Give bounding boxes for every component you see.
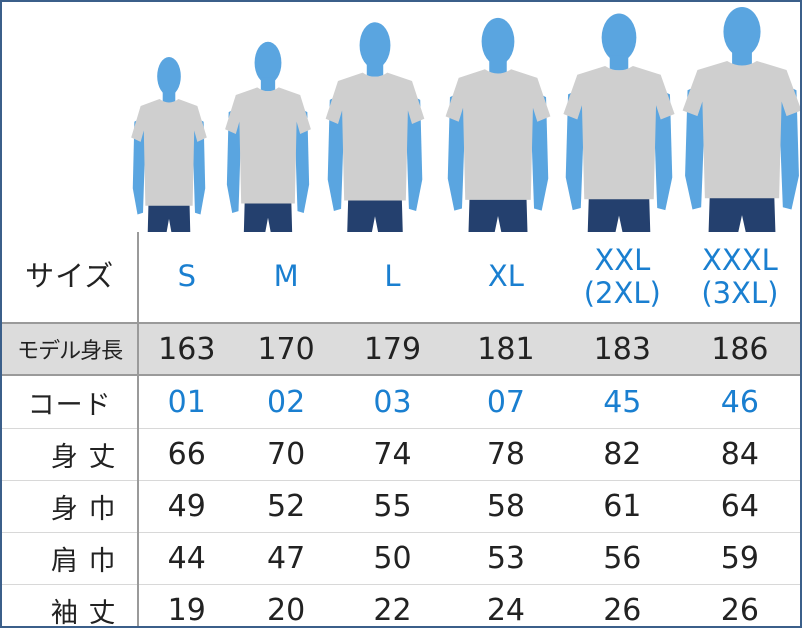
jeans [587, 193, 651, 232]
shoulder-cell: 56 [564, 532, 680, 585]
jeans [347, 195, 403, 232]
body-width-cell: 58 [447, 480, 565, 533]
sleeve-cell: 26 [564, 584, 680, 626]
t-shirt [563, 65, 675, 200]
size-table: サイズ S M L XL XXL (2XL) XXXL (3XL) モデル身長 163 170 1… [2, 232, 800, 626]
length-cell: 78 [447, 428, 565, 481]
size-cell: XXL (2XL) [564, 232, 680, 324]
size-name: XXXL [701, 242, 778, 277]
t-shirt [225, 87, 311, 204]
body-width-cell: 49 [138, 480, 235, 533]
shoulder-cell: 53 [447, 532, 565, 585]
shoulder-label: 肩 巾 [2, 532, 140, 585]
code-row: コード 01 02 03 07 45 46 [2, 375, 800, 429]
t-shirt [682, 61, 800, 199]
jeans [708, 192, 776, 232]
head [157, 57, 181, 96]
sleeve-cell: 19 [138, 584, 235, 626]
t-shirt [445, 69, 551, 200]
size-name: XXL [594, 242, 651, 277]
model-figure [563, 13, 675, 232]
body-width-cell: 55 [337, 480, 447, 533]
code-cell: 46 [679, 375, 800, 429]
head [254, 41, 282, 84]
model-height-cell: 179 [337, 323, 447, 376]
code-label: コード [2, 375, 140, 429]
shoulder-cell: 44 [138, 532, 235, 585]
size-cell: L [337, 232, 447, 324]
length-cell: 84 [679, 428, 800, 481]
size-alias: (2XL) [583, 276, 661, 310]
size-cell: XL [447, 232, 565, 324]
model-height-label: モデル身長 [2, 323, 140, 376]
code-cell: 03 [337, 375, 447, 429]
size-row: サイズ S M L XL XXL (2XL) XXXL (3XL) [2, 232, 800, 324]
length-label: 身 丈 [2, 428, 140, 481]
size-name: L [384, 259, 401, 294]
shoulder-cell: 59 [679, 532, 800, 585]
size-name: M [273, 259, 299, 294]
length-cell: 74 [337, 428, 447, 481]
jeans [147, 201, 191, 232]
sleeve-cell: 24 [447, 584, 565, 626]
body-width-row: 身 巾 49 52 55 58 61 64 [2, 480, 800, 533]
model-height-cell: 163 [138, 323, 235, 376]
length-cell: 82 [564, 428, 680, 481]
body-width-label: 身 巾 [2, 480, 140, 533]
code-cell: 07 [447, 375, 565, 429]
sleeve-cell: 26 [679, 584, 800, 626]
sleeve-label: 袖 丈 [2, 584, 140, 626]
size-alias: (3XL) [701, 276, 779, 310]
body-width-cell: 61 [564, 480, 680, 533]
size-name: XL [487, 259, 524, 294]
jeans [468, 194, 528, 232]
head [481, 17, 515, 65]
sleeve-row: 袖 丈 19 20 22 24 26 26 [2, 584, 800, 626]
model-figure [325, 22, 425, 232]
model-height-row: モデル身長 163 170 179 181 183 186 [2, 323, 800, 376]
shoulder-cell: 50 [337, 532, 447, 585]
code-cell: 02 [234, 375, 338, 429]
model-figures [131, 7, 800, 232]
head [723, 7, 761, 57]
model-figure [445, 17, 551, 232]
model-figure [682, 7, 800, 232]
jeans [243, 198, 293, 232]
code-cell: 45 [564, 375, 680, 429]
t-shirt [131, 99, 207, 206]
size-name: S [177, 259, 196, 294]
body-width-cell: 64 [679, 480, 800, 533]
model-height-cell: 186 [679, 323, 800, 376]
length-cell: 66 [138, 428, 235, 481]
shoulder-row: 肩 巾 44 47 50 53 56 59 [2, 532, 800, 585]
code-cell: 01 [138, 375, 235, 429]
head [359, 22, 391, 69]
model-height-cell: 183 [564, 323, 680, 376]
size-label: サイズ [2, 232, 140, 324]
size-cell: XXXL (3XL) [679, 232, 800, 324]
model-height-cell: 170 [234, 323, 338, 376]
sleeve-cell: 22 [337, 584, 447, 626]
t-shirt [325, 72, 425, 201]
length-cell: 70 [234, 428, 338, 481]
head [601, 13, 637, 62]
shoulder-cell: 47 [234, 532, 338, 585]
size-cell: S [138, 232, 235, 324]
model-height-cell: 181 [447, 323, 565, 376]
length-row: 身 丈 66 70 74 78 82 84 [2, 428, 800, 481]
body-width-cell: 52 [234, 480, 338, 533]
model-figure [131, 57, 207, 232]
model-figure [225, 41, 311, 232]
size-cell: M [234, 232, 338, 324]
sleeve-cell: 20 [234, 584, 338, 626]
